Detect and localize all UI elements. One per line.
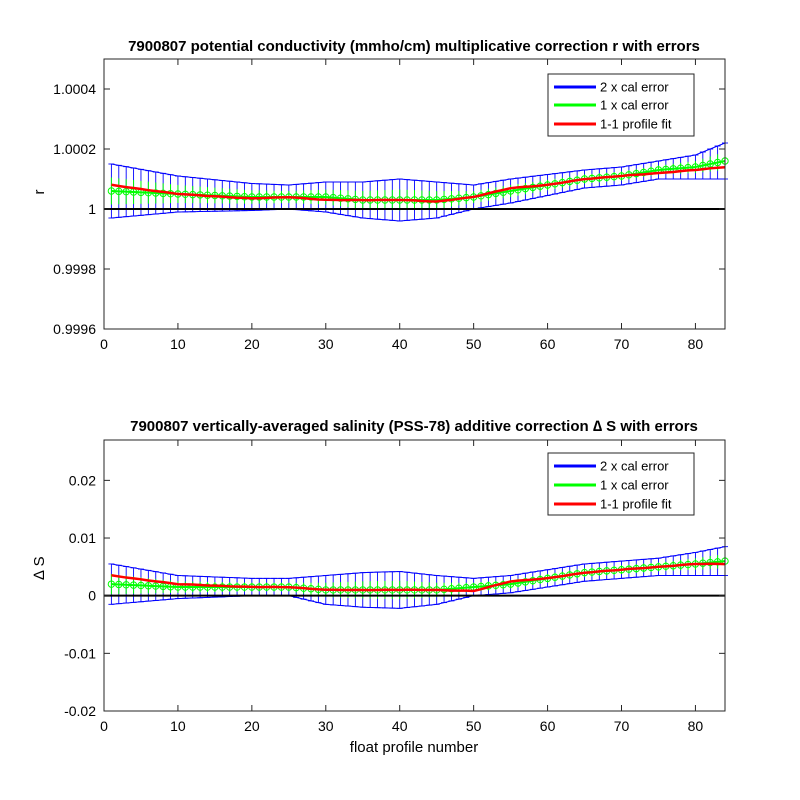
x-tick-label: 20 xyxy=(244,336,260,352)
x-tick-label: 40 xyxy=(392,336,408,352)
x-tick-label: 20 xyxy=(244,718,260,734)
legend-label-two-sigma: 2 x cal error xyxy=(600,459,669,474)
y-tick-label: 0.02 xyxy=(69,472,96,488)
legend: 2 x cal error 1 x cal error 1-1 profile … xyxy=(547,452,695,516)
x-tick-label: 70 xyxy=(614,718,630,734)
x-tick-label: 0 xyxy=(100,336,108,352)
legend-label-fit: 1-1 profile fit xyxy=(600,117,672,132)
plot-frame xyxy=(103,439,726,712)
x-tick-label: 10 xyxy=(170,336,186,352)
legend-label-one-sigma: 1 x cal error xyxy=(600,478,669,493)
y-tick-label: -0.02 xyxy=(64,703,96,719)
two-sigma-upper-line xyxy=(111,546,726,579)
x-axis-label: float profile number xyxy=(350,739,478,756)
y-tick-label: 0.9998 xyxy=(53,261,96,277)
y-tick-label: 1.0002 xyxy=(53,141,96,157)
x-tick-label: 60 xyxy=(540,336,556,352)
y-tick-label: 0.01 xyxy=(69,530,96,546)
x-tick-label: 80 xyxy=(688,718,704,734)
x-tick-label: 80 xyxy=(688,336,704,352)
plot-area xyxy=(104,546,729,609)
legend-label-one-sigma: 1 x cal error xyxy=(600,98,669,113)
x-tick-label: 60 xyxy=(540,718,556,734)
x-tick-label: 10 xyxy=(170,718,186,734)
y-tick-label: 1.0004 xyxy=(53,81,96,97)
profile-fit-line xyxy=(111,562,726,593)
conductivity-correction-panel: 7900807 potential conductivity (mmho/cm)… xyxy=(31,38,729,352)
y-tick-label: 1 xyxy=(88,201,96,217)
plot-area xyxy=(104,142,729,222)
two-sigma-lower-line xyxy=(111,575,725,609)
y-tick-label: 0 xyxy=(88,588,96,604)
chart-title: 7900807 vertically-averaged salinity (PS… xyxy=(130,418,698,435)
two-sigma-upper-line xyxy=(111,142,726,186)
x-tick-label: 40 xyxy=(392,718,408,734)
two-sigma-lower-line xyxy=(111,178,725,222)
x-tick-label: 30 xyxy=(318,336,334,352)
salinity-correction-panel: 7900807 vertically-averaged salinity (PS… xyxy=(31,418,729,756)
x-tick-label: 70 xyxy=(614,336,630,352)
profile-fit-line xyxy=(111,165,726,203)
legend-label-fit: 1-1 profile fit xyxy=(600,497,672,512)
y-tick-label: 0.9996 xyxy=(53,321,96,337)
x-tick-label: 50 xyxy=(466,336,482,352)
x-tick-label: 30 xyxy=(318,718,334,734)
legend: 2 x cal error 1 x cal error 1-1 profile … xyxy=(547,73,695,137)
x-tick-label: 50 xyxy=(466,718,482,734)
axis-ticks: 0 10 20 30 40 50 60 70 80 -0.02 -0.01 0 0.01 0.02 xyxy=(64,440,725,734)
chart-title: 7900807 potential conductivity (mmho/cm)… xyxy=(128,38,700,55)
y-axis-label: ∆ S xyxy=(31,556,48,579)
plot-frame xyxy=(103,58,726,330)
y-axis-label: r xyxy=(31,190,48,195)
legend-label-two-sigma: 2 x cal error xyxy=(600,80,669,95)
x-tick-label: 0 xyxy=(100,718,108,734)
y-tick-label: -0.01 xyxy=(64,645,96,661)
